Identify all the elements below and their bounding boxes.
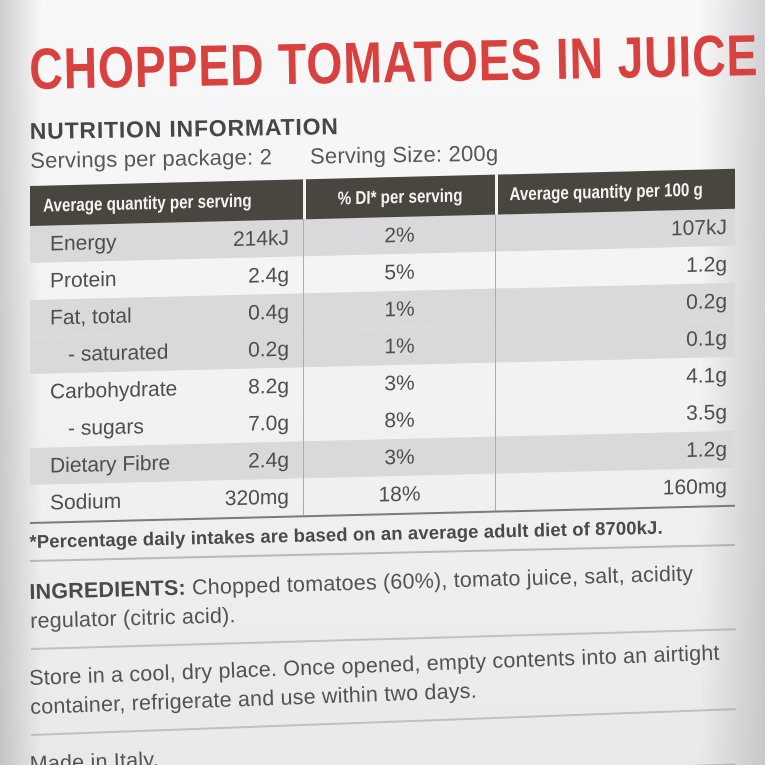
cell-di: 5% [303, 251, 495, 294]
nutrient-name: Sodium [50, 489, 122, 515]
nutrient-name: Energy [50, 230, 117, 256]
cell-per-100g: 0.2g [495, 282, 735, 326]
cell-di: 1% [303, 325, 495, 368]
cell-di: 8% [303, 399, 495, 442]
di-value: 3% [384, 371, 415, 395]
header-cell-per-100g: Average quantity per 100 g [495, 168, 735, 215]
per-100g-value: 0.2g [686, 289, 727, 314]
cell-di: 3% [303, 436, 495, 479]
product-title: CHOPPED TOMATOES IN JUICE [28, 23, 759, 103]
cell-per-100g: 1.2g [495, 430, 735, 474]
per-serving-value: 8.2g [248, 374, 289, 399]
per-serving-value: 0.4g [248, 300, 289, 325]
nutrition-label: CHOPPED TOMATOES IN JUICE NUTRITION INFO… [28, 23, 759, 765]
per-100g-value: 160mg [662, 474, 727, 500]
header-per-serving-label: Average quantity per serving [43, 189, 252, 216]
nutrient-name: - saturated [68, 340, 169, 366]
per-serving-value: 0.2g [248, 337, 289, 362]
di-value: 8% [384, 408, 415, 432]
nutrient-name: Carbohydrate [50, 376, 178, 404]
per-serving-value: 214kJ [232, 226, 289, 251]
header-cell-di: % DI* per serving [303, 174, 495, 220]
storage-instructions: Store in a cool, dry place. Once opened,… [28, 638, 736, 736]
servings-per-package: Servings per package: 2 [30, 144, 273, 173]
per-100g-value: 0.1g [686, 326, 727, 351]
cell-per-100g: 0.1g [495, 319, 735, 363]
ingredients-section: INGREDIENTS: Chopped tomatoes (60%), tom… [28, 558, 736, 650]
di-value: 2% [384, 223, 415, 247]
per-100g-value: 1.2g [686, 252, 727, 277]
di-value: 5% [384, 260, 415, 284]
cell-di: 3% [303, 362, 495, 405]
nutrient-name: - sugars [68, 414, 144, 440]
di-value: 1% [384, 297, 415, 321]
cell-di: 2% [303, 214, 495, 257]
nutrient-name: Dietary Fibre [50, 451, 171, 478]
nutrient-name: Protein [50, 267, 117, 293]
per-100g-value: 4.1g [686, 363, 727, 388]
header-di-label: % DI* per serving [338, 184, 463, 209]
di-value: 1% [384, 334, 415, 358]
per-serving-value: 2.4g [248, 448, 289, 473]
per-serving-value: 2.4g [248, 263, 289, 288]
product-title-row: CHOPPED TOMATOES IN JUICE [29, 22, 759, 106]
cell-per-100g: 4.1g [495, 356, 735, 400]
ingredients-label: INGREDIENTS: [29, 575, 187, 605]
header-per-100g-label: Average quantity per 100 g [509, 178, 703, 205]
per-100g-value: 3.5g [686, 400, 727, 425]
cell-per-100g: 107kJ [495, 208, 735, 252]
nutrition-table: Average quantity per serving % DI* per s… [30, 168, 735, 524]
per-100g-value: 1.2g [686, 437, 727, 462]
cell-di: 1% [303, 288, 495, 331]
per-100g-value: 107kJ [670, 215, 727, 240]
per-serving-value: 320mg [224, 485, 289, 510]
per-serving-value: 7.0g [248, 411, 289, 436]
spacer [272, 164, 310, 165]
di-value: 18% [378, 481, 421, 506]
cell-per-100g: 3.5g [495, 393, 735, 437]
serving-size: Serving Size: 200g [309, 140, 499, 169]
nutrition-subhead: NUTRITION INFORMATION Servings per packa… [30, 107, 736, 174]
cell-quantity: Sodium 320mg [30, 478, 303, 522]
di-value: 3% [384, 445, 415, 469]
nutrient-name: Fat, total [50, 304, 132, 330]
daily-intake-footnote: *Percentage daily intakes are based on a… [29, 515, 735, 562]
cell-per-100g: 1.2g [495, 245, 735, 289]
cell-per-100g: 160mg [495, 467, 735, 511]
header-cell-per-serving: Average quantity per serving [30, 179, 303, 226]
cell-di: 18% [303, 473, 495, 516]
